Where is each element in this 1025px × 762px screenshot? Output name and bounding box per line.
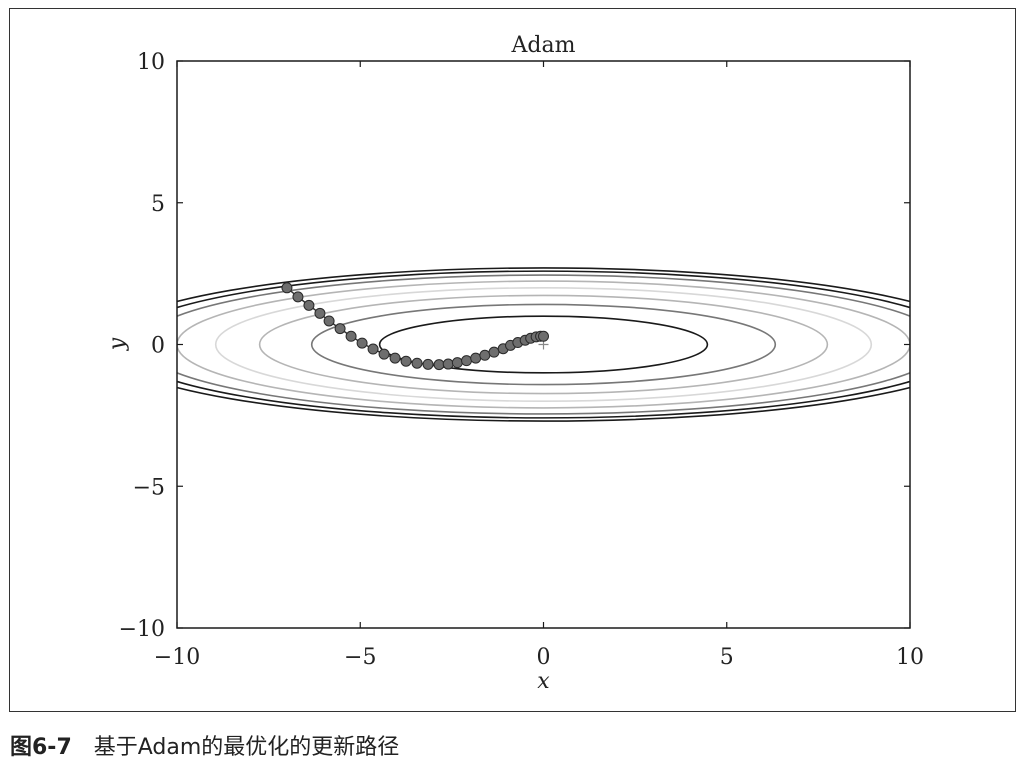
adam-chart: −10 −5 0 5 10 −10 −5 0 5 10 Adam x y xyxy=(105,33,924,694)
contour-level-7 xyxy=(177,270,910,419)
path-point-8 xyxy=(356,337,368,349)
figure-caption: 图6-7 基于Adam的最优化的更新路径 xyxy=(10,729,399,761)
contour-level-5 xyxy=(177,280,910,409)
path-point-15 xyxy=(433,359,445,371)
x-tick-label-2: 0 xyxy=(537,645,551,670)
x-tick-labels: −10 −5 0 5 10 xyxy=(154,645,924,670)
contour-level-8 xyxy=(177,267,910,422)
path-point-11 xyxy=(389,352,401,364)
chart-title: Adam xyxy=(511,33,576,58)
contour-level-2 xyxy=(310,303,777,386)
contour-level-4 xyxy=(214,286,873,402)
x-tick-label-3: 5 xyxy=(720,645,734,670)
caption-text: 基于Adam的最优化的更新路径 xyxy=(93,735,400,760)
path-point-16 xyxy=(442,358,454,370)
figure-frame xyxy=(9,8,1016,712)
path-point-21 xyxy=(488,346,500,358)
path-point-5 xyxy=(323,315,335,327)
x-axis-label: x xyxy=(537,669,550,694)
path-point-12 xyxy=(400,355,412,367)
contour-lines xyxy=(177,267,910,422)
path-point-20 xyxy=(479,349,491,361)
x-tick-label-1: −5 xyxy=(344,645,376,670)
x-tick-label-0: −10 xyxy=(154,645,200,670)
y-tick-label-1: −5 xyxy=(133,475,165,500)
path-point-18 xyxy=(461,355,473,367)
path-point-2 xyxy=(292,291,304,303)
y-tick-label-4: 10 xyxy=(137,50,165,75)
path-point-6 xyxy=(334,323,346,335)
x-tick-label-4: 10 xyxy=(896,645,924,670)
path-point-4 xyxy=(314,307,326,319)
y-tick-label-2: 0 xyxy=(151,334,165,359)
y-axis-label: y xyxy=(105,337,130,351)
path-point-13 xyxy=(411,357,423,369)
contour-level-3 xyxy=(258,294,829,395)
path-point-29 xyxy=(538,330,549,342)
y-tick-label-0: −10 xyxy=(119,617,165,642)
contour-level-1 xyxy=(378,315,709,374)
y-tick-labels: −10 −5 0 5 10 xyxy=(119,50,165,642)
update-path-points xyxy=(281,282,549,371)
path-point-1 xyxy=(281,282,293,294)
path-point-3 xyxy=(303,299,315,311)
y-tick-label-3: 5 xyxy=(151,192,165,217)
path-point-7 xyxy=(345,330,357,342)
path-point-9 xyxy=(367,343,379,355)
path-point-14 xyxy=(422,358,434,370)
contour-level-6 xyxy=(177,274,910,415)
path-point-17 xyxy=(451,357,463,369)
path-point-10 xyxy=(378,348,390,360)
figure-number: 图6-7 xyxy=(10,735,72,760)
path-point-19 xyxy=(470,352,482,364)
axis-ticks xyxy=(176,60,911,629)
